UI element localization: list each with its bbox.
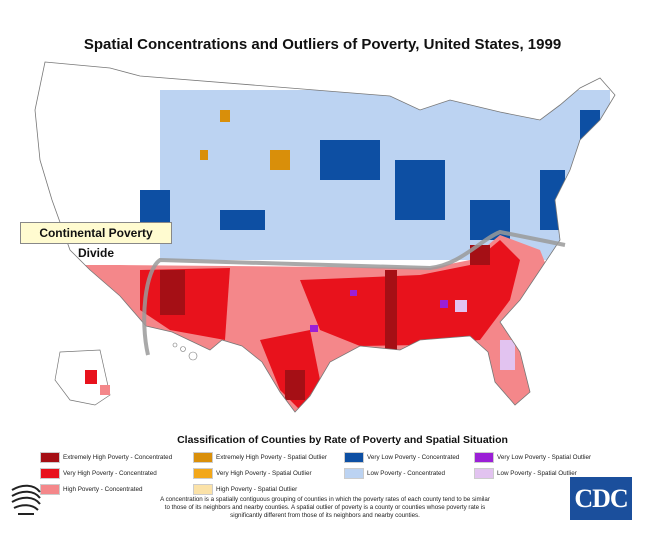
very-low-poverty-outliers bbox=[310, 290, 448, 332]
alaska bbox=[54, 349, 111, 406]
footnote: A concentration is a spatially contiguou… bbox=[160, 496, 490, 519]
cdc-logo: CDC bbox=[570, 477, 632, 520]
us-outline bbox=[34, 61, 616, 413]
continental-poverty-divide-label: Continental Poverty Divide bbox=[20, 222, 172, 260]
legend-item: Very Low Poverty - Concentrated bbox=[344, 452, 459, 463]
low-poverty-outliers bbox=[455, 300, 515, 370]
legend-title: Classification of Counties by Rate of Po… bbox=[177, 434, 508, 446]
legend-item: Low Poverty - Spatial Outlier bbox=[474, 468, 577, 479]
very-high-poverty-region bbox=[300, 240, 520, 346]
poverty-divide-line bbox=[142, 229, 566, 356]
legend-item: Extremely High Poverty - Concentrated bbox=[40, 452, 172, 463]
legend-item: Extremely High Poverty - Spatial Outlier bbox=[193, 452, 327, 463]
hhs-eagle-logo bbox=[11, 484, 41, 515]
legend-item: High Poverty - Concentrated bbox=[40, 484, 142, 495]
legend-item: Low Poverty - Concentrated bbox=[344, 468, 445, 479]
legend-item: Very High Poverty - Concentrated bbox=[40, 468, 157, 479]
high-poverty-outliers-north bbox=[200, 110, 290, 170]
hawaii bbox=[172, 342, 198, 361]
map-title: Spatial Concentrations and Outliers of P… bbox=[83, 36, 562, 53]
legend-item: High Poverty - Spatial Outlier bbox=[193, 484, 297, 495]
legend-item: Very Low Poverty - Spatial Outlier bbox=[474, 452, 591, 463]
extremely-high-poverty-clusters bbox=[160, 245, 490, 400]
legend-item: Very High Poverty - Spatial Outlier bbox=[193, 468, 312, 479]
us-county-map bbox=[34, 61, 616, 413]
